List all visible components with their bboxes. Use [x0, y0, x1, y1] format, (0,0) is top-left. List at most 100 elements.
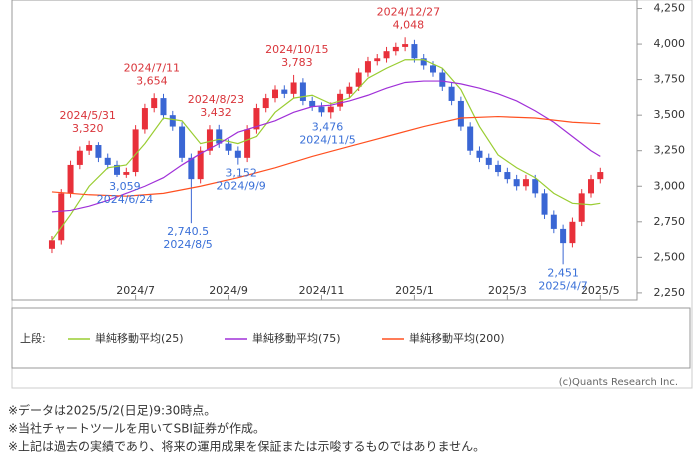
candle-body — [364, 61, 371, 73]
candle-body — [48, 240, 55, 249]
candle-body — [67, 164, 74, 194]
candle-body — [114, 164, 121, 175]
candle-body — [58, 193, 65, 241]
candle-body — [188, 157, 195, 180]
annotation-date: 2024/5/31 — [60, 109, 116, 122]
candle-body — [374, 58, 381, 62]
candle-body — [522, 179, 529, 187]
candle-body — [123, 172, 130, 175]
x-tick-label: 2024/7 — [116, 284, 155, 297]
candle-body — [141, 108, 148, 130]
candle-body — [560, 228, 567, 244]
legend-box — [11, 307, 691, 369]
candle-body — [467, 126, 474, 151]
annotation-date: 2024/9/9 — [216, 180, 265, 193]
candle-body — [346, 86, 353, 94]
candle-body — [272, 89, 279, 99]
candle-body — [355, 72, 362, 87]
annotation-date: 2024/6/24 — [97, 193, 153, 206]
y-tick-label: 3,250 — [654, 144, 686, 157]
annotation-date: 2024/8/23 — [188, 93, 244, 106]
annotation-date: 2024/8/5 — [163, 238, 212, 251]
candle-body — [151, 98, 158, 109]
candle-body — [476, 150, 483, 158]
note: ※上記は過去の実績であり、将来の運用成果を保証または示唆するものではありません。 — [8, 439, 485, 454]
candle-body — [457, 100, 464, 127]
x-tick-label: 2024/9 — [209, 284, 248, 297]
candle-body — [578, 193, 585, 222]
candle-body — [318, 106, 325, 113]
legend-label: 単純移動平均(25) — [95, 331, 184, 345]
candle-body — [485, 157, 492, 165]
annotation-value: 3,476 — [312, 121, 344, 134]
candle-body — [327, 106, 334, 113]
legend-title: 上段: — [20, 331, 46, 345]
y-tick-label: 3,750 — [654, 73, 686, 86]
annotation-value: 3,320 — [72, 122, 104, 135]
y-tick-label: 2,250 — [654, 286, 686, 299]
candle-body — [420, 58, 427, 66]
y-tick-label: 2,750 — [654, 215, 686, 228]
annotation-date: 2024/7/11 — [124, 61, 180, 74]
candle-body — [206, 129, 213, 151]
candle-body — [299, 82, 306, 101]
annotation-date: 2025/4/7 — [538, 279, 587, 292]
candle-body — [532, 179, 539, 194]
annotation-date: 2024/10/15 — [265, 43, 328, 56]
candle-body — [132, 129, 139, 173]
annotation-value: 2,451 — [547, 266, 579, 279]
candle-body — [95, 145, 102, 158]
candle-body — [169, 115, 176, 127]
candle-body — [309, 100, 316, 107]
candle-body — [86, 145, 93, 151]
note: ※当社チャートツールを用いてSBI証券が作成。 — [8, 421, 265, 436]
annotation-value: 3,059 — [109, 180, 141, 193]
candle-body — [290, 82, 297, 94]
candle-body — [179, 126, 186, 158]
annotation-value: 3,152 — [225, 167, 257, 180]
candle-body — [76, 150, 83, 165]
candle-body — [337, 93, 344, 107]
annotation-value: 3,783 — [281, 56, 313, 69]
legend-label: 単純移動平均(200) — [409, 331, 505, 345]
moving-average-line — [51, 59, 601, 241]
y-tick-label: 4,250 — [654, 2, 686, 15]
candle-body — [262, 98, 269, 109]
annotation-value: 2,740.5 — [167, 225, 209, 238]
candle-body — [448, 86, 455, 101]
moving-average-line — [51, 115, 601, 197]
annotation-date: 2024/11/5 — [299, 134, 355, 147]
candle-body — [569, 221, 576, 244]
candle-body — [550, 214, 557, 229]
candle-body — [411, 44, 418, 59]
moving-average-line — [51, 80, 601, 213]
x-tick-label: 2024/11 — [299, 284, 345, 297]
note: ※データは2025/5/2(日足)9:30時点。 — [8, 403, 216, 418]
legend-label: 単純移動平均(75) — [252, 331, 341, 345]
candle-body — [495, 164, 502, 173]
x-tick-label: 2025/5 — [581, 284, 620, 297]
candle-body — [104, 157, 111, 165]
candle-body — [197, 150, 204, 180]
plot-area — [11, 0, 638, 301]
candle-body — [383, 51, 390, 59]
candle-body — [402, 44, 409, 47]
annotation-date: 2024/12/27 — [377, 5, 440, 18]
candle-body — [244, 129, 251, 158]
candle-body — [430, 65, 437, 73]
candle-body — [439, 72, 446, 87]
candle-body — [253, 108, 260, 130]
candle-body — [160, 98, 167, 116]
annotation-value: 4,048 — [393, 18, 425, 31]
y-tick-label: 4,000 — [654, 37, 686, 50]
candle-body — [587, 179, 594, 194]
y-tick-label: 2,500 — [654, 250, 686, 263]
annotation-value: 3,654 — [136, 74, 168, 87]
candle-body — [392, 46, 399, 52]
y-tick-label: 3,500 — [654, 108, 686, 121]
candle-body — [225, 143, 232, 151]
candle-body — [513, 179, 520, 187]
candle-body — [281, 89, 288, 94]
